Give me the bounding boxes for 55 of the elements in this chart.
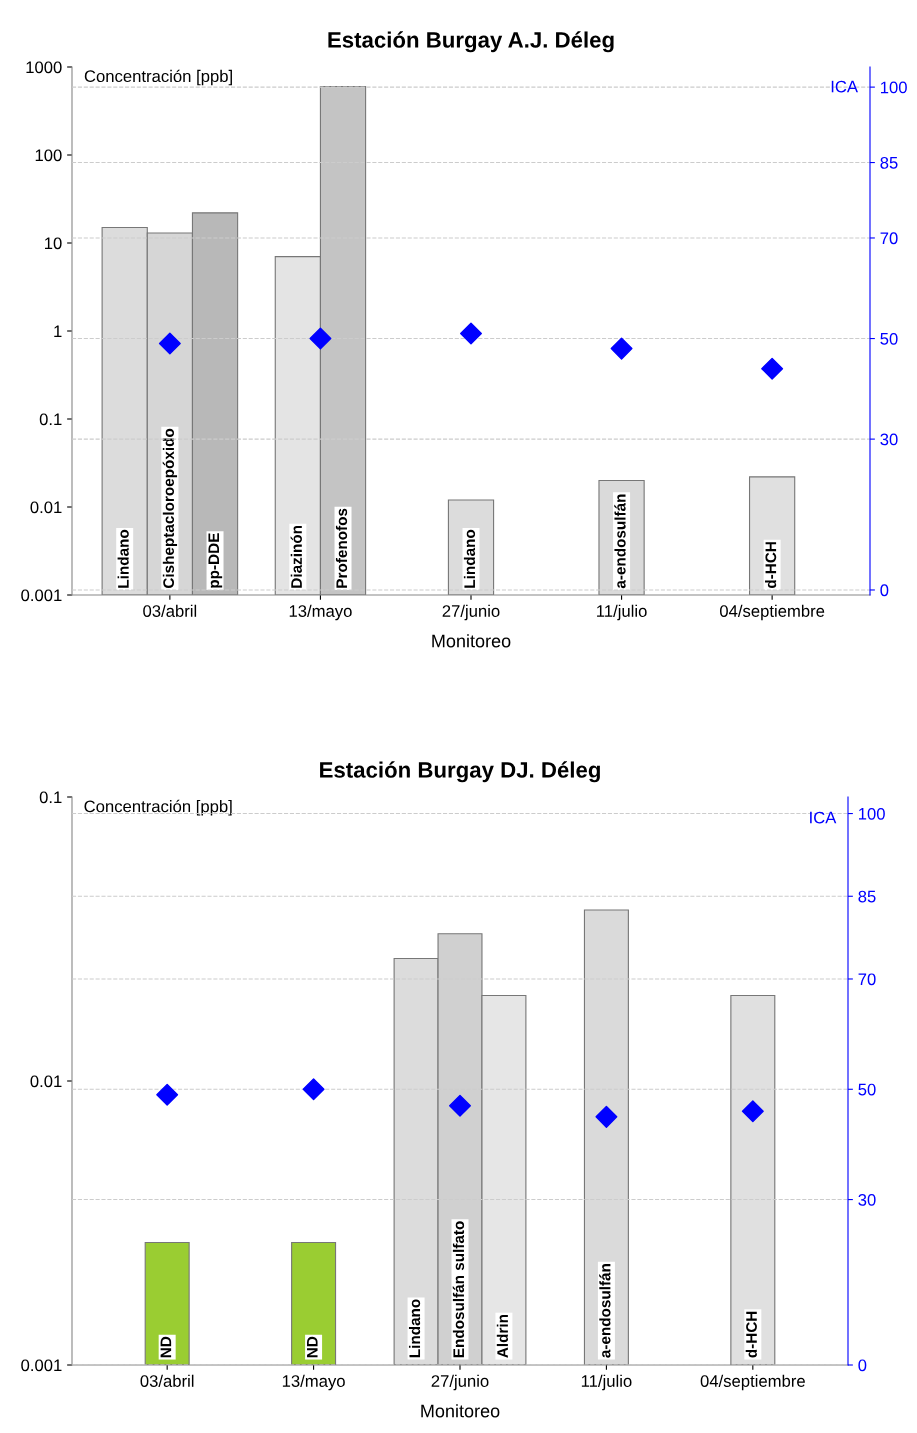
y2-tick-label: 70 [858,973,876,986]
y2-tick-label: 30 [880,433,898,446]
x-tick-label: 03/abril [143,604,197,617]
y-tick-label: 1000 [26,61,62,74]
series-label: d-HCH [765,542,777,589]
series-label: Lindano [408,1299,421,1358]
series-label: d-HCH [745,1311,757,1358]
y2-tick-label: 30 [858,1193,876,1206]
y2-tick-label: 0 [858,1359,867,1372]
y2-tick-label: 100 [880,81,907,94]
x-tick-label: 04/septiembre [700,1374,805,1391]
x-tick-label: 11/julio [597,604,647,621]
y2-tick-label: 100 [858,807,885,820]
x-tick-label: 27/junio [442,604,500,621]
y2-tick-label: 50 [858,1083,876,1096]
x-tick-label: 13/mayo [289,604,352,621]
y-axis-title: Concentración [ppb] [84,799,232,816]
text: Lindano [463,529,476,588]
y-tick-label: 100 [35,149,62,162]
y2-tick-label: 85 [858,890,876,903]
x-tick-label: 03/abril [140,1374,194,1387]
y-tick-label: 0.001 [21,1359,62,1372]
text: ND [307,1336,318,1358]
y2-tick-label: 85 [880,156,898,169]
x-axis-title: Monitoreo [421,1404,500,1418]
y-tick-label: 0.001 [21,589,62,602]
series-label: Aldrin [496,1315,509,1358]
y-axis-title: Concentración [ppb] [84,69,232,86]
series-label: a-endosulfán [614,494,626,589]
chart-title: Estación Burgay DJ. Déleg [320,761,600,783]
series-label: ND [160,1336,172,1358]
y-tick-label: 0.1 [39,413,62,426]
series-label: Endosulfán sulfato [452,1221,465,1358]
y-tick-label: 10 [45,237,62,250]
y-tick-label: 0.1 [39,791,62,804]
series-label: a-endosulfán [599,1264,611,1358]
y2-tick-label: 70 [880,232,898,245]
series-label: Profenofos [335,508,348,588]
x-axis-title: Monitoreo [432,634,511,648]
x-tick-label: 04/septiembre [719,604,825,621]
y-tick-label: 1 [54,325,62,338]
x-tick-label: 11/julio [581,1374,632,1391]
series-label: Lindano [117,529,129,588]
chart-title: Estación Burgay A.J. Déleg [328,31,614,53]
y2-tick-label: 0 [880,584,889,597]
y2-axis-title: ICA [810,811,837,824]
series-label: Diazinón [290,525,302,588]
y2-axis-title: ICA [831,80,858,93]
x-tick-label: 27/junio [431,1374,489,1391]
y-tick-label: 0.01 [30,1075,62,1088]
x-tick-label: 13/mayo [282,1374,345,1391]
y-tick-label: 0.01 [30,501,62,514]
series-label: pp-DDE [208,533,223,588]
y2-tick-label: 50 [880,332,898,345]
series-label: Cisheptacloroepóxido [162,428,178,589]
